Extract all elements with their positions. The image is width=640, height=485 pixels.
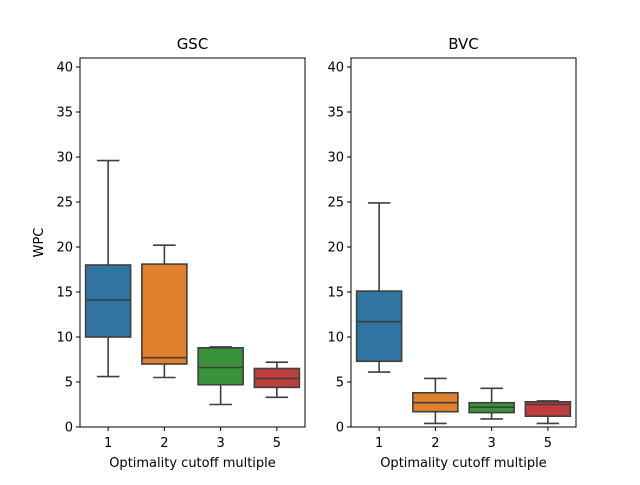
panel-2-y-tick-label-0: 0 (336, 421, 344, 436)
panel-1-category-1-box (84, 264, 132, 338)
panel-1-category-3-box (197, 346, 244, 386)
panel-1-y-tick-label-20: 20 (56, 241, 73, 256)
panel-2-title: BVC (448, 35, 479, 53)
panel-1-y-tick-label-30: 30 (56, 151, 73, 166)
panel-1-x-tick-label-1: 1 (104, 436, 112, 451)
panel-1-axes-frame (79, 57, 306, 428)
panel-2-y-tick-label-25: 25 (327, 196, 344, 211)
panel-2-category-5-box (524, 400, 572, 417)
panel-2-x-tick-label-5: 5 (544, 436, 552, 451)
panel-1-title: GSC (177, 35, 209, 53)
panel-1-x-tick-label-3: 3 (216, 436, 224, 451)
panel-2-y-tick-label-15: 15 (327, 286, 344, 301)
panel-1-y-tick-label-10: 10 (56, 331, 73, 346)
panel-2-y-tick-label-10: 10 (327, 331, 344, 346)
panel-1-y-tick-label-0: 0 (65, 421, 73, 436)
panel-1-y-tick-label-35: 35 (56, 106, 73, 121)
panel-2-x-tick-label-3: 3 (487, 436, 495, 451)
panel-1-x-axis-label: Optimality cutoff multiple (109, 456, 276, 471)
panel-1-x-tick-label-2: 2 (160, 436, 168, 451)
panel-2-x-tick-label-2: 2 (431, 436, 439, 451)
panel-1-y-tick-label-15: 15 (56, 286, 73, 301)
panel-2-y-tick-label-5: 5 (336, 376, 344, 391)
panel-2-y-tick-label-40: 40 (327, 61, 344, 76)
panel-1-y-tick-label-40: 40 (56, 61, 73, 76)
panel-2-y-tick-label-30: 30 (327, 151, 344, 166)
panel-1-y-tick-label-25: 25 (56, 196, 73, 211)
panel-2-category-1-box (355, 290, 403, 363)
panel-2-axes-frame (350, 57, 577, 428)
panel-2-y-tick-label-35: 35 (327, 106, 344, 121)
panel-1-x-tick-label-5: 5 (273, 436, 281, 451)
panel-1-y-tick-label-5: 5 (65, 376, 73, 391)
panel-1-category-2-box (141, 263, 188, 365)
panel-2-x-axis-label: Optimality cutoff multiple (380, 456, 547, 471)
panel-2-y-tick-label-20: 20 (327, 241, 344, 256)
panel-2-x-tick-label-1: 1 (375, 436, 383, 451)
panel-1-y-axis-label: WPC (32, 228, 47, 258)
